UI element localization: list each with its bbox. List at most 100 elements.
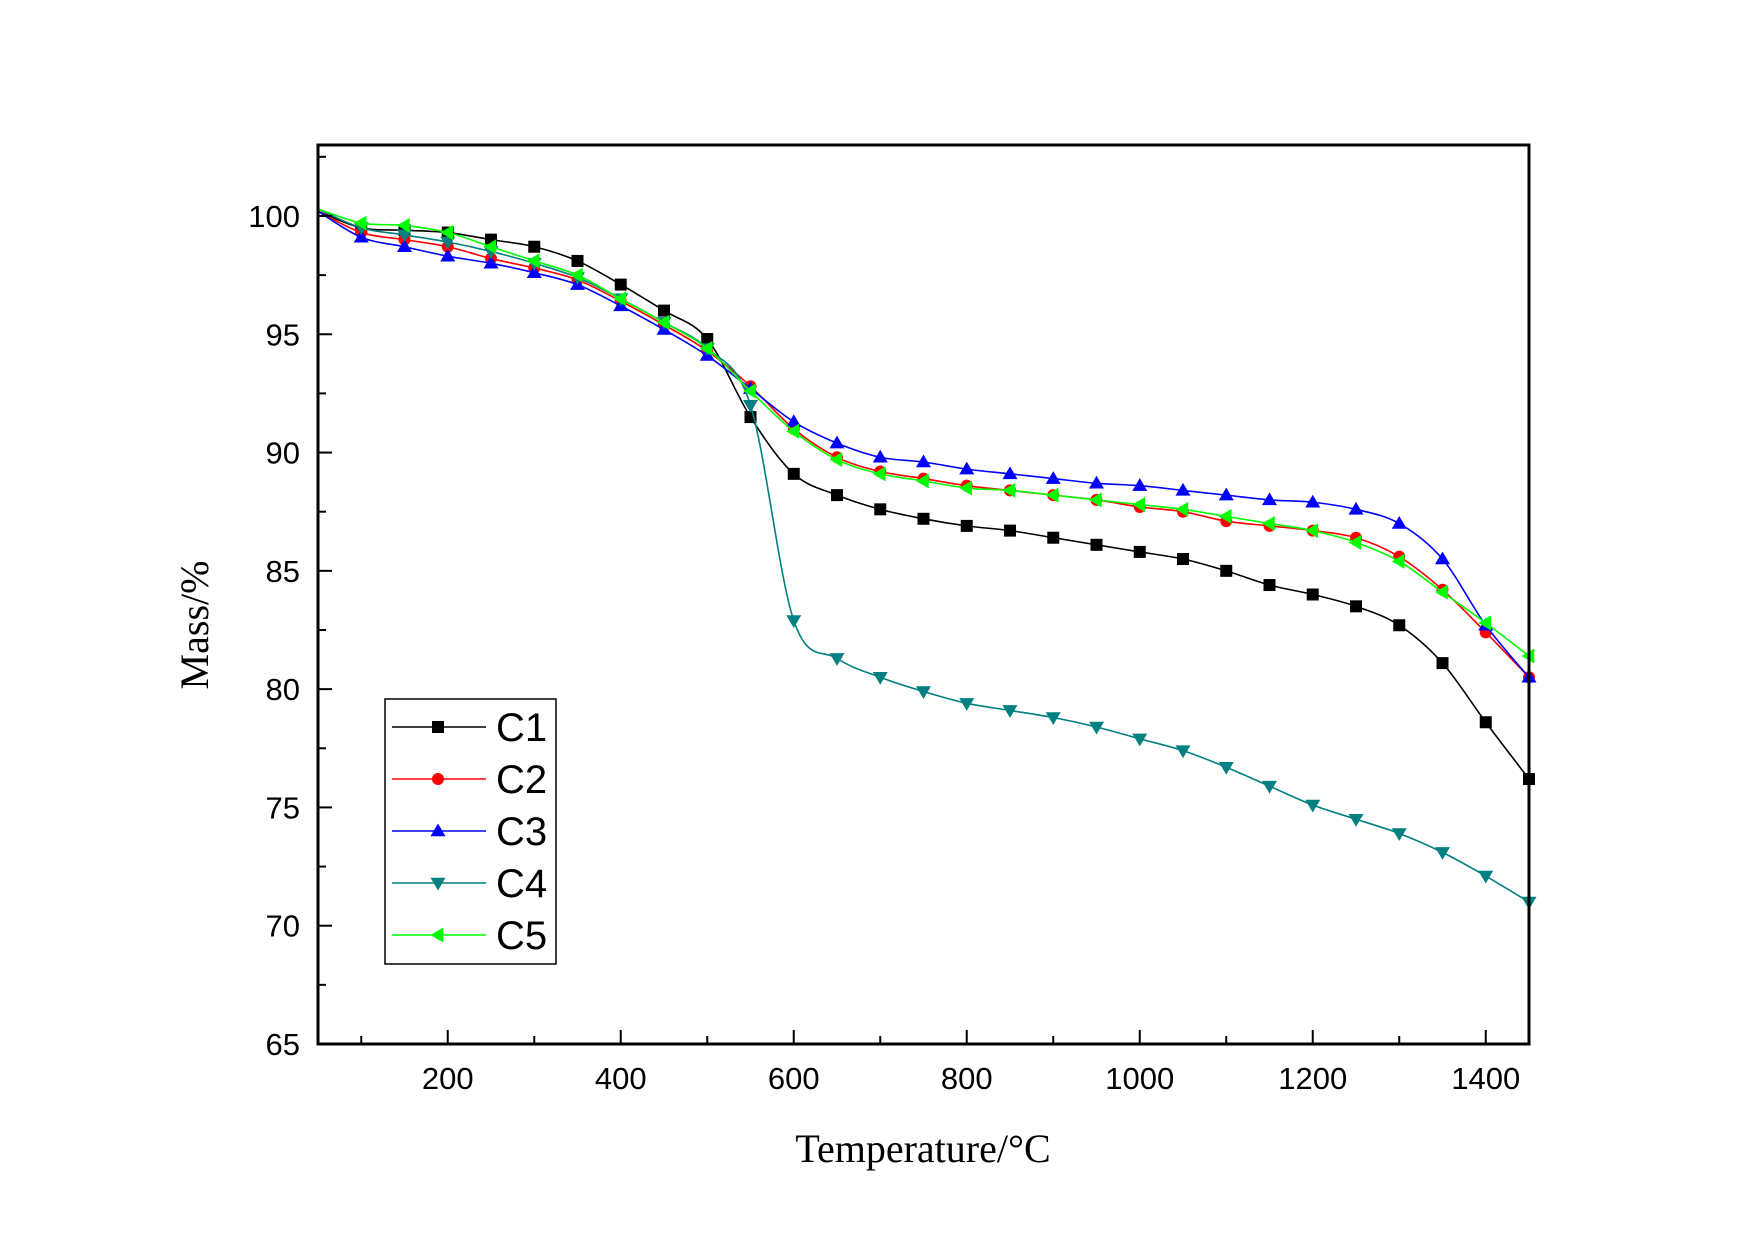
data-point <box>1089 492 1102 508</box>
data-point <box>1348 814 1364 827</box>
data-point <box>397 217 410 233</box>
data-point <box>959 480 972 496</box>
data-point <box>1132 733 1148 747</box>
data-point <box>656 314 670 330</box>
data-point <box>483 255 499 269</box>
x-tick-label: 200 <box>422 1061 474 1096</box>
data-point <box>1133 545 1146 558</box>
data-point <box>1218 508 1232 524</box>
data-point <box>831 489 843 502</box>
data-point <box>829 653 845 666</box>
data-point <box>528 240 541 253</box>
data-point <box>1391 516 1407 529</box>
x-tick-label: 1400 <box>1451 1061 1520 1096</box>
y-tick-label: 80 <box>266 672 300 707</box>
y-axis-title: Mass/% <box>172 561 217 690</box>
x-tick-label: 1200 <box>1278 1061 1347 1096</box>
legend-marker <box>430 877 446 891</box>
data-point <box>1479 716 1492 729</box>
data-point <box>658 304 670 317</box>
data-point <box>829 435 845 449</box>
data-point <box>916 454 931 468</box>
series-line <box>317 208 1530 657</box>
data-point <box>1305 799 1321 813</box>
x-axis-title: Temperature/°C <box>795 1126 1050 1171</box>
legend: C1 C2 C3 C4 C5 <box>384 698 557 965</box>
data-point <box>1306 588 1319 601</box>
data-point <box>1002 705 1018 718</box>
data-point <box>1177 553 1189 566</box>
data-point <box>917 512 930 525</box>
data-point <box>959 461 975 475</box>
data-point <box>1263 579 1276 592</box>
x-tick-label: 800 <box>941 1061 993 1096</box>
x-tick-label: 600 <box>768 1061 820 1096</box>
series-c5 <box>317 208 1535 664</box>
plot-frame <box>316 143 1531 1046</box>
data-point <box>1002 482 1016 498</box>
data-point <box>916 686 931 699</box>
data-point <box>786 414 802 428</box>
data-point <box>1348 501 1364 515</box>
data-point <box>353 215 367 231</box>
data-point <box>872 672 888 685</box>
data-point <box>872 466 886 482</box>
data-point <box>1348 534 1362 550</box>
data-point <box>787 467 800 480</box>
data-point <box>1090 538 1103 551</box>
data-point <box>1262 516 1275 532</box>
data-point <box>872 449 888 463</box>
legend-marker <box>432 721 444 733</box>
x-tick-label: 1000 <box>1105 1061 1174 1096</box>
legend-label: C3 <box>496 810 547 854</box>
data-point <box>1045 487 1059 503</box>
data-point <box>1045 471 1061 484</box>
data-point <box>614 278 627 291</box>
legend-label: C4 <box>496 862 547 906</box>
data-point <box>786 615 802 629</box>
data-point <box>483 239 497 255</box>
data-point <box>1478 615 1491 631</box>
data-point <box>1391 553 1405 569</box>
data-point <box>786 423 799 439</box>
axes-layer: 200 400 600 800 1000 1200 1400 65 70 75 80 85 90 95 10… <box>248 155 1520 1096</box>
data-point <box>1132 497 1145 513</box>
series-line <box>317 210 1530 678</box>
legend-label: C1 <box>496 706 547 750</box>
data-point <box>1047 531 1060 544</box>
data-point <box>829 452 843 468</box>
y-tick-label: 85 <box>266 554 300 589</box>
data-point <box>570 267 583 283</box>
data-point <box>1089 721 1104 735</box>
data-point <box>874 503 887 516</box>
data-point <box>440 225 453 241</box>
y-tick-label: 75 <box>266 790 300 825</box>
series-line <box>317 210 1530 678</box>
data-point <box>1262 780 1277 794</box>
data-point <box>1436 657 1449 670</box>
data-point <box>1435 847 1450 860</box>
data-point <box>1435 551 1450 565</box>
y-tick-label: 70 <box>266 909 300 944</box>
data-point <box>1393 619 1406 632</box>
y-tick-label: 65 <box>266 1027 300 1062</box>
data-point <box>701 332 714 345</box>
data-point <box>1478 870 1494 884</box>
data-point <box>397 239 412 252</box>
data-point <box>1220 564 1233 577</box>
data-point <box>397 229 412 243</box>
data-point <box>613 291 626 307</box>
data-point <box>1002 466 1018 480</box>
legend-marker <box>430 927 444 943</box>
legend-marker <box>432 773 444 785</box>
data-point <box>1305 523 1318 539</box>
data-point <box>699 340 713 356</box>
data-point <box>1262 492 1277 506</box>
data-point <box>960 519 973 532</box>
data-point <box>1305 494 1321 508</box>
y-tick-label: 100 <box>248 199 300 234</box>
legend-label: C2 <box>496 758 547 802</box>
data-point <box>1045 712 1061 726</box>
series-c2 <box>317 210 1535 684</box>
